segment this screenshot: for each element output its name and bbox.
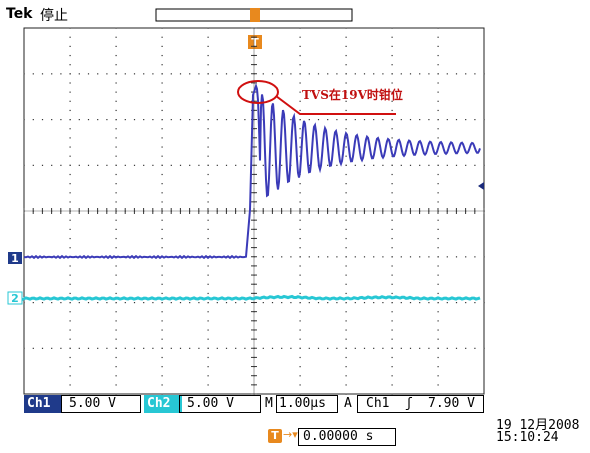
m-label: M [265,396,273,411]
annotation-label: TVS在19V时钳位 [302,88,403,102]
timebase-box [276,395,338,413]
trigger-slope-icon: ʃ [405,396,413,411]
trigger-box [357,395,484,413]
a-label: A [344,396,352,411]
time-readout: 15:10:24 [496,430,559,445]
timebase: 1.00µs [279,396,326,411]
ch1-scale: 5.00 V [69,396,116,411]
ch1-ground-marker: 1 [8,252,22,265]
ch2-waveform [22,294,481,301]
trigger-source: Ch1 [366,396,390,411]
status-bar: Ch1 5.00 V Ch2 5.00 V M 1.00µs A Ch1 ʃ 7… [24,395,484,413]
svg-text:1: 1 [11,252,19,265]
trigger-position-marker: T [248,35,262,49]
annotation-ellipse [237,80,279,104]
brand-label: Tek [6,6,33,22]
date-readout: 19 12月2008 [496,418,580,433]
ch1-label: Ch1 [24,395,62,413]
trigger-position-arrow-icon: →▾ [283,428,298,441]
acquisition-state: 停止 [40,8,68,24]
annotation-leader [275,95,396,115]
ch2-scale-box [179,395,261,413]
record-bar-pos-icon [250,8,260,22]
ch2-label: Ch2 [144,395,182,413]
trigger-level-arrow [478,182,484,190]
ch1-scale-box [61,395,141,413]
svg-text:2: 2 [11,292,19,305]
ch1-waveform [23,82,481,260]
trigger-position-icon: T [268,429,282,443]
ch2-scale: 5.00 V [187,396,234,411]
trigger-marker-text: T [251,36,259,49]
trigger-position-readout: 0.00000 s [298,428,396,446]
ch2-ground-marker: 2 [7,291,23,305]
graticule-grid [23,27,485,395]
trigger-level: 7.90 V [428,396,475,411]
